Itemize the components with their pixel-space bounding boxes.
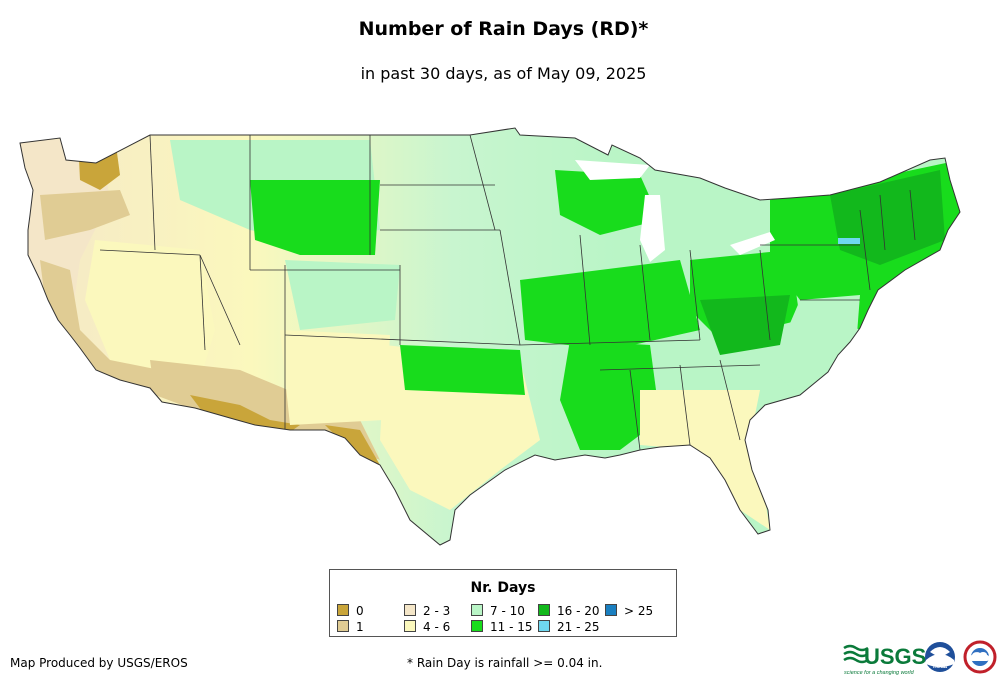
- region-appalachia-dark: [700, 295, 790, 355]
- noaa-logo: noaa: [925, 642, 955, 672]
- usgs-logo: USGS science for a changing world: [843, 644, 926, 676]
- legend-swatch: [538, 620, 550, 632]
- legend-swatch: [404, 620, 416, 632]
- map-legend: Nr. Days 0 1 2 - 3 4 - 6 7 - 10 11 - 15 …: [329, 569, 677, 637]
- region-new-mexico: [280, 330, 390, 425]
- legend-label: 16 - 20: [557, 604, 600, 618]
- legend-label: 0: [356, 604, 364, 618]
- legend-title: Nr. Days: [470, 580, 536, 596]
- nws-icon: [963, 640, 997, 674]
- map-credit: Map Produced by USGS/EROS: [10, 656, 188, 670]
- region-dry-oregon: [40, 190, 130, 240]
- map-subtitle: in past 30 days, as of May 09, 2025: [360, 64, 647, 83]
- legend-swatch: [404, 604, 416, 616]
- legend-item-21-25: 21 - 25: [538, 620, 600, 634]
- region-southeast-light: [640, 390, 760, 450]
- conus-land: [20, 128, 960, 545]
- legend-item-4-6: 4 - 6: [404, 620, 450, 634]
- legend-label: 11 - 15: [490, 620, 533, 634]
- region-great-basin: [85, 240, 215, 390]
- legend-item-16-20: 16 - 20: [538, 604, 600, 618]
- legend-item-1: 1: [337, 620, 364, 634]
- legend-label: > 25: [624, 604, 654, 618]
- legend-swatch: [538, 604, 550, 616]
- region-midwest-green: [520, 260, 700, 350]
- legend-item-2-3: 2 - 3: [404, 604, 450, 618]
- legend-item-7-10: 7 - 10: [471, 604, 525, 618]
- region-dry-california: [40, 260, 160, 395]
- legend-swatch: [471, 620, 483, 632]
- legend-label: 1: [356, 620, 364, 634]
- region-colorado-green: [285, 260, 400, 330]
- legend-swatch: [337, 604, 349, 616]
- region-oklahoma-green: [400, 345, 525, 395]
- region-wyoming-green: [250, 180, 380, 255]
- region-great-lakes-green: [555, 170, 660, 235]
- usgs-tagline: science for a changing world: [844, 670, 915, 676]
- lake-superior: [575, 160, 650, 180]
- state-boundaries: [99, 134, 916, 451]
- region-mississippi-green: [560, 340, 660, 450]
- lake-erie: [730, 232, 775, 255]
- legend-label: 4 - 6: [423, 620, 451, 634]
- region-highest-ny: [838, 238, 860, 244]
- legend-item-0: 0: [337, 604, 364, 618]
- legend-item-over-25: > 25: [605, 604, 653, 618]
- region-driest-az: [190, 395, 300, 432]
- legend-swatch: [337, 620, 349, 632]
- legend-label: 7 - 10: [490, 604, 525, 618]
- legend-label: 21 - 25: [557, 620, 600, 634]
- agency-logos: USGS science for a changing world noaa: [843, 640, 997, 676]
- legend-item-11-15: 11 - 15: [471, 620, 533, 634]
- rain-day-definition: * Rain Day is rainfall >= 0.04 in.: [407, 656, 603, 670]
- lake-michigan: [640, 195, 665, 262]
- noaa-wordmark: noaa: [933, 664, 948, 670]
- legend-swatch: [471, 604, 483, 616]
- legend-swatch: [605, 604, 617, 616]
- map-title: Number of Rain Days (RD)*: [358, 18, 649, 40]
- legend-label: 2 - 3: [423, 604, 451, 618]
- usgs-wordmark: USGS: [864, 644, 926, 669]
